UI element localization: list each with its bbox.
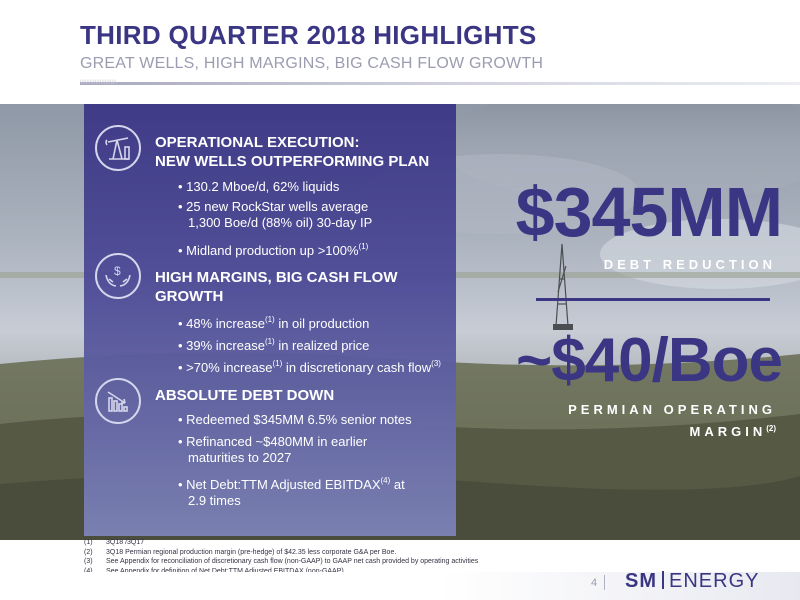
permian-margin-value: ~$40/Boe: [515, 326, 783, 395]
bullet-rockstar-wells: • 25 new RockStar wells average 1,300 Bo…: [178, 199, 372, 231]
bullet-rockstar-wells-line2: 1,300 Boe/d (88% oil) 30-day IP: [188, 215, 373, 230]
bullet-redeemed-notes: • Redeemed $345MM 6.5% senior notes: [178, 412, 412, 427]
footnote-ref: (4): [380, 476, 391, 485]
footer-bar: [0, 572, 800, 600]
footnotes: (1) 3Q18 /3Q17 (2) 3Q18 Permian regional p…: [84, 538, 478, 576]
bullet-cash-flow-text: • >70% increase: [178, 360, 273, 375]
declining-bar-chart-icon: [95, 378, 141, 424]
bullet-refinanced-line1: • Refinanced ~$480MM in earlier: [178, 434, 368, 449]
footnote-ref: (2): [766, 424, 776, 433]
oil-pumpjack-icon: [95, 125, 141, 171]
footnote-text: 3Q18 Permian regional production margin …: [106, 548, 397, 556]
sm-energy-logo: SM ENERGY: [625, 570, 759, 593]
bullet-realized-price-after: in realized price: [274, 338, 370, 353]
page-number: 4: [591, 577, 598, 589]
section-margins-heading-line1: HIGH MARGINS, BIG CASH FLOW: [155, 269, 398, 286]
footnote-item: (2) 3Q18 Permian regional production marg…: [84, 548, 478, 558]
footnote-ref: (3): [431, 359, 441, 368]
footnote-number: (4): [84, 567, 93, 575]
footnote-text: See Appendix for reconciliation of discr…: [106, 558, 479, 565]
bullet-oil-production-after: in oil production: [274, 316, 370, 331]
bullet-realized-price-text: • 39% increase: [178, 338, 265, 353]
section-operational-heading: OPERATIONAL EXECUTION: NEW WELLS OUTPERF…: [155, 133, 429, 171]
bullet-midland-text: • Midland production up >100%: [178, 243, 359, 258]
section-debt-heading: ABSOLUTE DEBT DOWN: [155, 387, 335, 404]
bullet-oil-production-text: • 48% increase: [178, 316, 265, 331]
section-operational-heading-line2: NEW WELLS OUTPERFORMING PLAN: [155, 153, 430, 170]
bullet-refinanced-line2: maturities to 2027: [188, 450, 292, 465]
bullet-rockstar-wells-line1: • 25 new RockStar wells average: [178, 199, 369, 214]
footnote-item: (4) See Appendix for definition of Net De…: [84, 567, 478, 577]
footnote-item: (1) 3Q18 /3Q17: [84, 538, 478, 548]
bullet-production: • 130.2 Mboe/d, 62% liquids: [178, 179, 340, 194]
logo-energy: ENERGY: [669, 570, 760, 592]
slide-header: THIRD QUARTER 2018 HIGHLIGHTS GREAT WELL…: [0, 0, 800, 104]
bullet-oil-production: • 48% increase(1) in oil production: [178, 312, 369, 332]
footnote-ref: (1): [264, 337, 275, 346]
footnote-number: (2): [84, 548, 93, 556]
permian-margin-caption: PERMIAN OPERATING MARGIN(2): [476, 400, 776, 441]
page-separator: [604, 575, 605, 590]
footnote-item: (3) See Appendix for reconciliation of di…: [84, 557, 478, 567]
bullet-net-debt-after: at: [390, 477, 405, 492]
callout-divider: [536, 298, 770, 301]
section-margins-heading-line2: GROWTH: [155, 288, 224, 305]
header-rule: [80, 82, 800, 85]
bullet-net-debt-text: • Net Debt:TTM Adjusted EBITDAX: [178, 477, 381, 492]
footnote-ref: (1): [358, 242, 369, 251]
debt-reduction-value: $345MM: [515, 173, 783, 251]
header-rule-pattern: \\\\\\\\\\\\\\\\\\\\\\: [80, 80, 117, 86]
svg-text:$: $: [114, 264, 121, 278]
footnote-text: See Appendix for definition of Net Debt:…: [106, 567, 344, 575]
highlights-panel: [84, 104, 456, 536]
bullet-cash-flow-after: in discretionary cash flow: [282, 360, 432, 375]
permian-margin-caption-line2: MARGIN: [689, 424, 767, 439]
bullet-realized-price: • 39% increase(1) in realized price: [178, 334, 369, 354]
footnote-number: (1): [84, 539, 93, 546]
slide-title: THIRD QUARTER 2018 HIGHLIGHTS: [80, 20, 537, 50]
bullet-cash-flow: • >70% increase(1) in discretionary cash…: [178, 356, 441, 376]
footnote-ref: (1): [264, 315, 275, 324]
footnote-number: (3): [84, 558, 93, 565]
debt-reduction-caption: DEBT REDUCTION: [603, 257, 776, 272]
permian-margin-caption-line1: PERMIAN OPERATING: [568, 402, 776, 417]
bullet-refinanced: • Refinanced ~$480MM in earlier maturiti…: [178, 434, 367, 466]
logo-sm: SM: [625, 570, 657, 592]
bullet-midland-production: • Midland production up >100%(1): [178, 239, 368, 259]
logo-divider: [662, 571, 664, 589]
section-operational-heading-line1: OPERATIONAL EXECUTION:: [155, 134, 360, 151]
footnote-text: 3Q18 /3Q17: [106, 539, 145, 546]
slide-subtitle: GREAT WELLS, HIGH MARGINS, BIG CASH FLOW…: [80, 55, 544, 72]
bullet-net-debt: • Net Debt:TTM Adjusted EBITDAX(4) at 2.…: [178, 473, 405, 509]
bullet-net-debt-line2: 2.9 times: [188, 493, 241, 508]
section-margins-heading: HIGH MARGINS, BIG CASH FLOW GROWTH: [155, 268, 398, 306]
footnote-ref: (1): [272, 359, 283, 368]
dollar-hands-icon: $: [95, 253, 141, 299]
